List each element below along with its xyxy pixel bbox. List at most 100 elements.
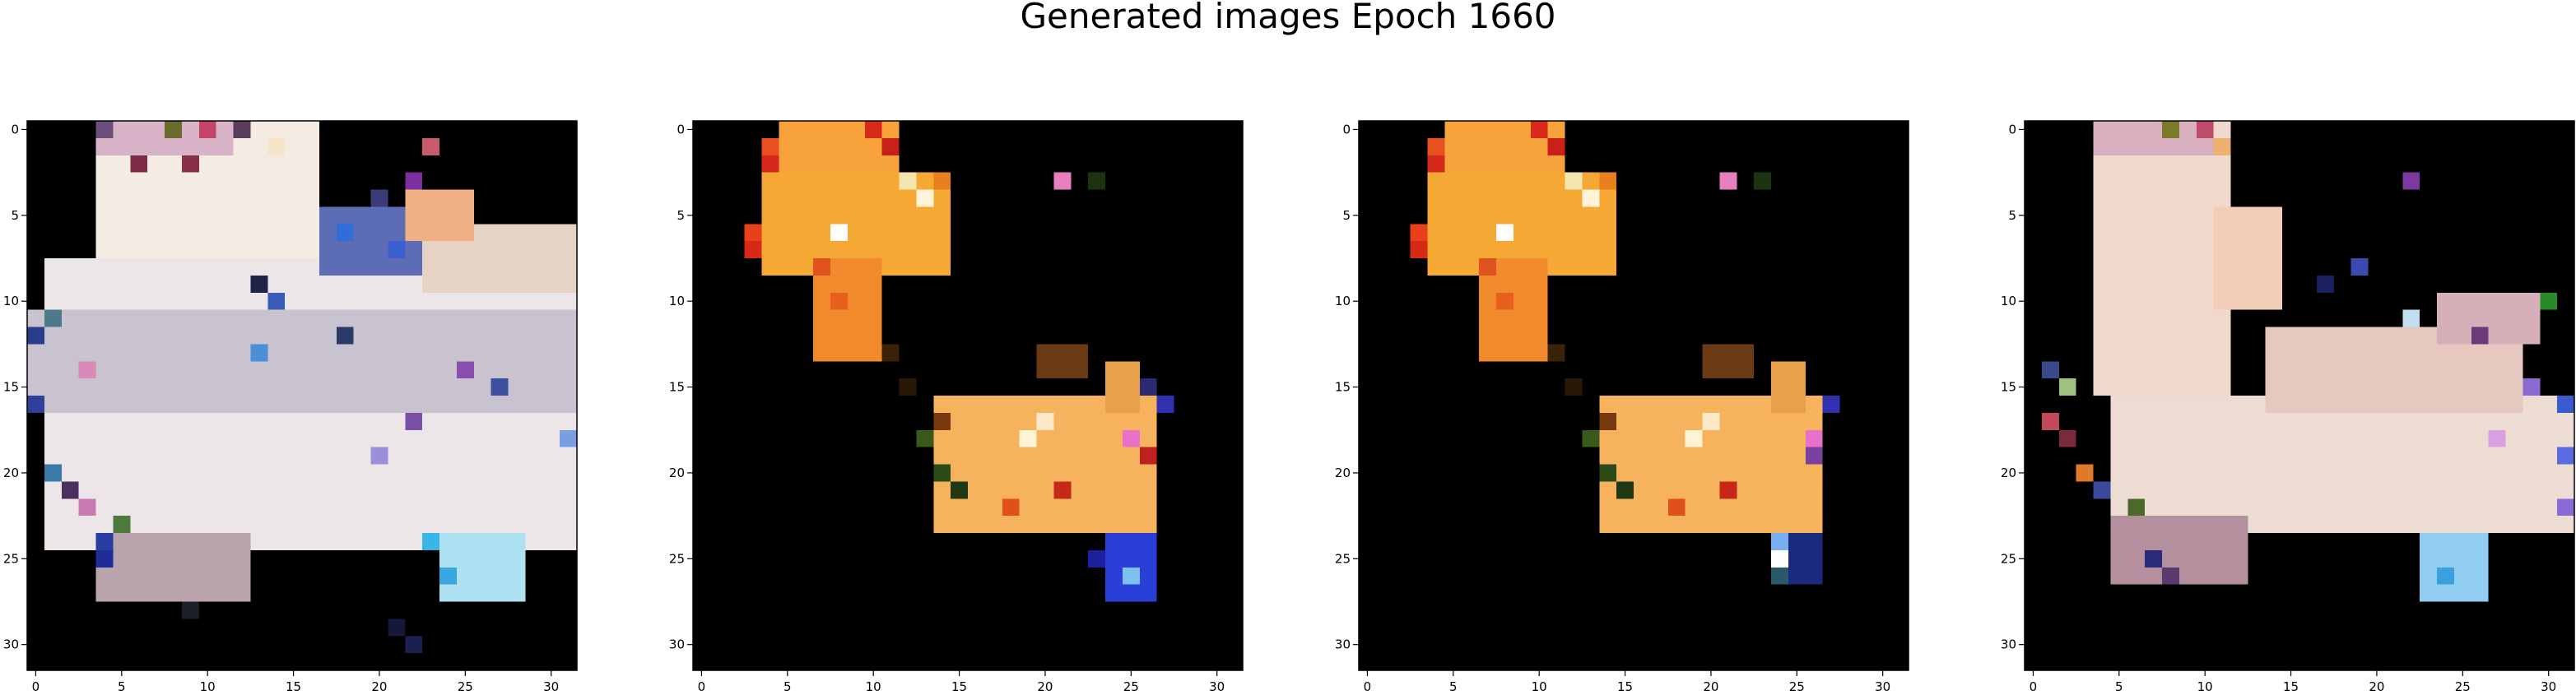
pixel [1156,396,1174,413]
pixel [2145,549,2162,568]
pixel [1685,429,1703,447]
figure-title: Generated images Epoch 1660 [1020,0,1556,36]
pixel-region [2093,121,2231,396]
pixel [744,241,762,258]
pixel [181,601,199,619]
axes-frame [2024,120,2575,671]
pixel [2540,292,2558,310]
pixel [198,121,216,138]
y-tick-label: 0 [11,122,19,137]
pixel [2162,121,2179,138]
pixel [744,224,762,242]
x-tick-label: 30 [1875,679,1890,694]
pixel [113,516,131,533]
pixel [1616,481,1634,499]
y-tick-label: 10 [1335,294,1351,308]
y-tick-label: 15 [2001,380,2016,395]
pixel [1599,412,1617,430]
pixel [2402,309,2420,327]
pixel [2471,327,2489,345]
pixel [560,429,577,447]
pixel [2058,378,2076,396]
pixel [1139,447,1157,465]
pixel [370,447,388,465]
pixel [2213,137,2231,155]
pixel [267,137,286,155]
pixel [267,292,286,310]
pixel [250,344,268,362]
pixel [95,533,114,550]
x-tick-label: 10 [2197,679,2213,694]
pixel [1427,155,1445,173]
pixel [44,309,62,327]
pixel [1036,412,1054,430]
pixel [250,275,268,293]
x-tick-label: 30 [543,679,559,694]
y-tick-label: 10 [669,294,685,308]
pixel [2041,361,2059,379]
pixel [1547,344,1565,362]
pixel [27,396,44,413]
y-tick-label: 30 [1335,637,1351,652]
y-tick-label: 20 [2001,466,2016,480]
pixel [405,636,423,654]
pixel [1019,429,1037,447]
pixel-region [1771,361,1806,413]
pixel [1053,172,1072,190]
pixel [1719,481,1737,499]
x-tick-label: 20 [1037,679,1053,694]
y-tick-label: 5 [677,208,685,223]
pixel [2557,396,2574,413]
pixel [388,619,406,637]
x-tick-label: 20 [2369,679,2384,694]
pixel [439,567,457,585]
x-tick-label: 0 [1364,679,1372,694]
pixel [2316,275,2334,293]
pixel [491,378,509,396]
pixel [1427,137,1445,155]
x-tick-label: 5 [118,679,126,694]
pixel [2523,378,2541,396]
pixel [1530,121,1548,138]
pixel [44,464,62,482]
pixel [2402,172,2420,190]
pixel [233,121,251,138]
x-tick-label: 20 [1703,679,1718,694]
x-tick-label: 15 [951,679,967,694]
pixel [830,292,848,310]
pixel [1805,447,1823,465]
x-tick-label: 25 [1789,679,1805,694]
pixel [2076,464,2094,482]
pixel [1547,137,1565,155]
pixel [78,498,96,517]
pixel-region [1702,344,1755,379]
y-tick-label: 25 [669,551,685,566]
pixel-region [1036,344,1089,379]
y-tick-label: 25 [2001,551,2016,566]
pixel [1479,258,1496,276]
pixel [1582,189,1600,207]
x-tick-label: 25 [1123,679,1139,694]
pixel-region [95,533,251,602]
x-tick-label: 30 [1209,679,1225,694]
y-tick-label: 30 [3,637,19,652]
pixel [1599,464,1617,482]
pixel [1496,292,1514,310]
y-tick-label: 5 [1342,208,1351,223]
pixel [761,155,779,173]
pixel [830,224,848,242]
pixel-region [2213,206,2283,310]
x-tick-label: 5 [2115,679,2123,694]
pixel [1088,549,1105,568]
pixel [2162,567,2179,585]
pixel [95,121,114,138]
x-tick-label: 15 [286,679,301,694]
y-tick-label: 5 [2008,208,2016,223]
pixel-region [405,189,474,242]
pixel [2127,498,2146,517]
pixel [916,189,934,207]
axes-frame [26,120,578,671]
x-tick-label: 5 [783,679,792,694]
